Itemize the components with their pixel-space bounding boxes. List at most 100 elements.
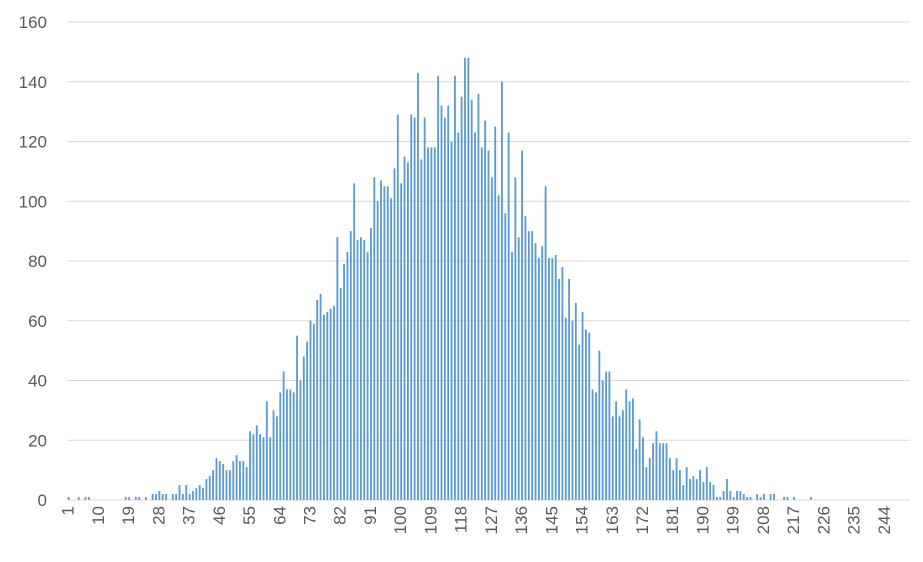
bar-98 <box>393 168 396 500</box>
bar-168 <box>628 401 631 500</box>
bar-94 <box>380 180 382 500</box>
bar-4 <box>77 497 80 500</box>
bar-222 <box>810 497 812 500</box>
bar-85 <box>349 231 352 501</box>
bar-90 <box>366 252 369 500</box>
bar-215 <box>786 497 789 500</box>
bar-147 <box>558 278 560 500</box>
bar-83 <box>343 263 346 500</box>
bar-79 <box>329 308 332 500</box>
bar-110 <box>433 147 436 500</box>
bar-156 <box>588 332 591 500</box>
bar-112 <box>440 105 443 501</box>
bar-210 <box>769 494 772 500</box>
bar-63 <box>275 416 278 500</box>
bar-186 <box>689 479 691 500</box>
bar-138 <box>527 231 530 501</box>
x-tick-label: 82 <box>331 506 350 525</box>
bar-82 <box>339 287 342 500</box>
bar-50 <box>232 461 235 500</box>
bar-74 <box>312 323 315 500</box>
y-tick-label: 40 <box>28 372 47 391</box>
y-axis-tick-labels: 0 20 40 60 80 100 120 140 160 <box>19 13 47 510</box>
bar-84 <box>346 252 349 500</box>
bar-109 <box>430 147 433 500</box>
bar-75 <box>316 299 319 500</box>
bar-80 <box>333 305 335 500</box>
bar-87 <box>356 240 359 500</box>
bar-141 <box>537 258 540 500</box>
x-tick-label: 127 <box>482 506 501 534</box>
bar-132 <box>507 132 510 501</box>
bar-118 <box>460 96 463 500</box>
bar-163 <box>611 416 614 500</box>
bar-176 <box>655 431 658 500</box>
bar-37 <box>188 494 191 500</box>
y-tick-label: 80 <box>28 252 47 271</box>
bar-167 <box>625 389 628 500</box>
bar-28 <box>158 491 161 500</box>
bar-173 <box>645 467 648 500</box>
bar-217 <box>793 497 796 500</box>
bar-143 <box>544 186 547 500</box>
bar-48 <box>225 470 228 501</box>
bar-208 <box>762 494 765 500</box>
bar-78 <box>326 311 329 500</box>
bar-123 <box>477 93 480 500</box>
bar-127 <box>490 177 493 500</box>
bar-55 <box>249 431 251 500</box>
y-tick-label: 20 <box>28 431 47 450</box>
bar-88 <box>359 237 362 500</box>
bar-44 <box>212 470 215 501</box>
bar-160 <box>601 380 604 500</box>
bar-115 <box>450 141 453 500</box>
bar-104 <box>413 117 416 500</box>
bar-7 <box>87 497 90 500</box>
x-tick-label: 235 <box>845 506 864 534</box>
y-tick-label: 160 <box>19 13 47 32</box>
bar-33 <box>175 494 178 500</box>
bar-113 <box>443 117 446 500</box>
bar-66 <box>286 389 288 500</box>
bar-26 <box>151 494 154 500</box>
bar-199 <box>732 497 735 500</box>
bar-187 <box>692 476 695 500</box>
x-tick-label: 226 <box>814 506 833 534</box>
bar-30 <box>165 494 167 500</box>
bar-133 <box>511 252 513 500</box>
x-tick-label: 172 <box>633 506 652 534</box>
bar-214 <box>783 497 785 500</box>
bar-157 <box>591 389 594 500</box>
bar-211 <box>773 494 775 500</box>
bar-105 <box>417 72 419 500</box>
bar-100 <box>400 183 403 500</box>
x-tick-label: 46 <box>210 506 229 525</box>
bar-18 <box>124 497 127 500</box>
bar-117 <box>457 132 460 501</box>
bar-76 <box>319 293 322 500</box>
bar-40 <box>198 485 201 500</box>
bar-134 <box>514 177 517 500</box>
bar-183 <box>679 470 681 501</box>
bar-65 <box>282 371 285 500</box>
bar-139 <box>531 231 534 501</box>
bar-182 <box>675 458 678 500</box>
bar-195 <box>719 497 722 500</box>
bar-59 <box>262 437 265 500</box>
bar-120 <box>467 57 470 500</box>
bar-145 <box>551 258 554 500</box>
bar-191 <box>705 467 708 500</box>
bar-86 <box>353 183 356 500</box>
x-tick-label: 199 <box>724 506 743 534</box>
bar-142 <box>541 246 544 500</box>
bar-161 <box>605 371 607 500</box>
bar-47 <box>222 464 225 500</box>
bar-128 <box>494 126 497 500</box>
bar-159 <box>598 350 601 501</box>
bar-60 <box>265 401 268 500</box>
bar-114 <box>447 105 450 501</box>
bar-6 <box>84 497 87 500</box>
bar-68 <box>292 392 295 500</box>
bar-99 <box>396 114 399 501</box>
bar-92 <box>373 177 376 500</box>
